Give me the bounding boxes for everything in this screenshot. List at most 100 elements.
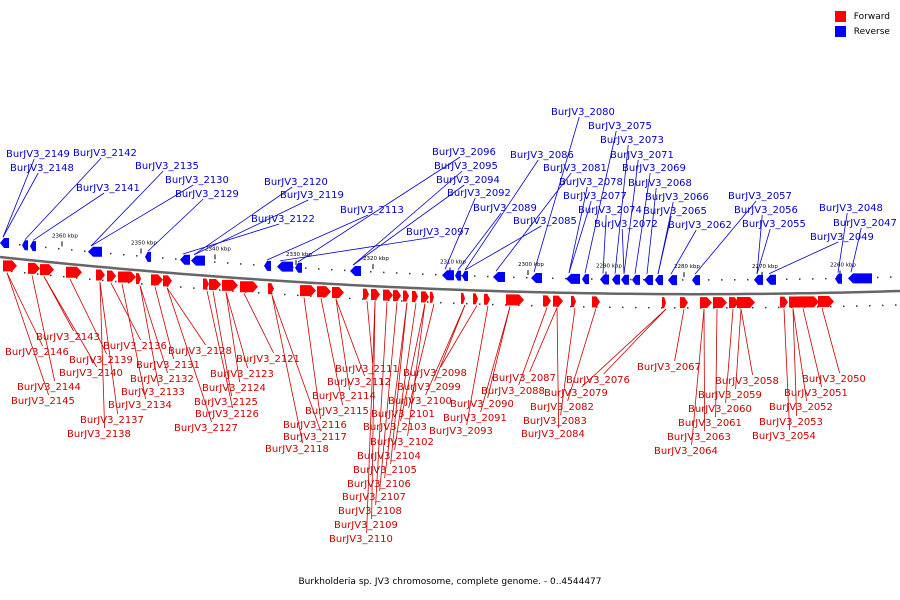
track-dot: [591, 278, 593, 280]
track-dot: [240, 263, 242, 265]
forward-leader-line: [166, 287, 212, 423]
legend-forward-label: Forward: [853, 11, 890, 22]
reverse-gene-label: BurJV3_2142: [73, 148, 137, 159]
scale-tick-label: 2330 kbp: [286, 252, 312, 258]
reverse-gene-arrow: [0, 238, 9, 248]
reverse-gene-label: BurJV3_2049: [810, 232, 874, 243]
reverse-leader-line: [2, 158, 35, 238]
track-dot: [175, 258, 177, 260]
reverse-gene-arrow: [754, 274, 763, 285]
forward-gene-label: BurJV3_2146: [5, 347, 69, 358]
forward-leader-line: [31, 275, 56, 382]
forward-gene-arrow: [317, 286, 331, 298]
forward-gene-label: BurJV3_2110: [329, 534, 393, 545]
forward-leader-line: [802, 308, 823, 388]
reverse-leader-line: [24, 157, 102, 240]
reverse-gene-arrow: [835, 273, 842, 284]
forward-gene-label: BurJV3_2079: [544, 388, 608, 399]
track-dot: [830, 305, 832, 308]
track-dot: [869, 305, 871, 307]
forward-leader-line: [154, 286, 175, 360]
reverse-leader-line: [444, 197, 476, 270]
forward-leader-line: [225, 292, 249, 369]
track-dot: [583, 306, 585, 308]
forward-leader-line: [366, 300, 374, 364]
track-dot: [492, 303, 494, 306]
track-dot: [422, 273, 424, 275]
forward-leader-line: [43, 276, 97, 368]
forward-gene-label: BurJV3_2053: [759, 417, 823, 428]
scale-tick-label: 2270 kbp: [752, 264, 778, 270]
track-dot: [253, 264, 255, 266]
reverse-gene-arrow: [442, 270, 454, 281]
reverse-leader-line: [568, 200, 592, 274]
reverse-gene-arrow: [22, 240, 28, 251]
track-dot: [630, 278, 632, 281]
reverse-gene-label: BurJV3_2096: [432, 147, 496, 158]
forward-gene-label: BurJV3_2082: [530, 402, 594, 413]
forward-leader-line: [366, 301, 376, 534]
scale-tick-label: 2350 kbp: [131, 241, 157, 247]
reverse-leader-line: [266, 214, 369, 261]
reverse-leader-line: [568, 186, 588, 273]
forward-leader-line: [529, 307, 558, 373]
reverse-gene-arrow: [582, 274, 589, 285]
forward-leader-line: [110, 282, 141, 341]
track-dot: [232, 290, 234, 292]
track-dot: [466, 302, 468, 305]
reverse-leader-line: [768, 241, 839, 275]
forward-gene-label: BurJV3_2083: [523, 416, 587, 427]
forward-gene-arrow: [222, 279, 238, 291]
forward-gene-label: BurJV3_2132: [130, 374, 194, 385]
reverse-gene-label: BurJV3_2077: [563, 191, 627, 202]
track-dot: [45, 246, 47, 249]
reverse-gene-label: BurJV3_2047: [833, 218, 897, 229]
forward-leader-line: [581, 308, 667, 388]
reverse-gene-label: BurJV3_2072: [594, 219, 658, 230]
forward-gene-label: BurJV3_2104: [357, 451, 421, 462]
reverse-gene-label: BurJV3_2097: [406, 227, 470, 238]
reverse-leader-line: [457, 212, 502, 271]
reverse-leader-line: [584, 130, 617, 274]
forward-gene-label: BurJV3_2090: [450, 399, 514, 410]
forward-gene-arrow: [96, 269, 105, 281]
forward-leader-line: [212, 291, 233, 397]
scale-tick-label: 2340 kbp: [205, 246, 231, 252]
forward-gene-label: BurJV3_2088: [481, 386, 545, 397]
forward-leader-line: [166, 287, 206, 346]
forward-gene-arrow: [240, 281, 258, 293]
reverse-gene-label: BurJV3_2120: [264, 177, 328, 188]
forward-gene-label: BurJV3_2102: [370, 437, 434, 448]
reverse-gene-arrow: [668, 275, 677, 286]
track-dot: [383, 271, 385, 274]
track-dot: [136, 255, 138, 257]
forward-leader-line: [371, 301, 376, 520]
track-dot: [63, 275, 65, 278]
forward-leader-line: [69, 278, 107, 355]
reverse-leader-line: [634, 172, 651, 274]
track-dot: [102, 279, 104, 282]
forward-gene-label: BurJV3_2126: [195, 409, 259, 420]
forward-gene-label: BurJV3_2051: [784, 388, 848, 399]
track-dot: [89, 278, 91, 280]
track-dot: [747, 278, 749, 281]
forward-gene-arrow: [203, 278, 209, 290]
forward-gene-label: BurJV3_2116: [283, 420, 347, 431]
track-dot: [487, 275, 489, 278]
reverse-gene-label: BurJV3_2119: [280, 190, 344, 201]
reverse-gene-label: BurJV3_2092: [447, 188, 511, 199]
reverse-leader-line: [850, 227, 862, 273]
reverse-gene-label: BurJV3_2081: [543, 163, 607, 174]
reverse-gene-arrow: [655, 275, 663, 286]
forward-gene-label: BurJV3_2050: [802, 374, 866, 385]
track-dot: [440, 301, 442, 304]
forward-gene-label: BurJV3_2117: [283, 432, 347, 443]
forward-gene-label: BurJV3_2099: [397, 382, 461, 393]
reverse-gene-arrow: [766, 274, 776, 285]
track-dot: [721, 279, 723, 281]
forward-gene-arrow: [729, 297, 739, 309]
forward-leader-line: [271, 295, 304, 444]
track-dot: [778, 306, 780, 309]
reverse-gene-label: BurJV3_2056: [734, 205, 798, 216]
track-dot: [388, 299, 390, 302]
